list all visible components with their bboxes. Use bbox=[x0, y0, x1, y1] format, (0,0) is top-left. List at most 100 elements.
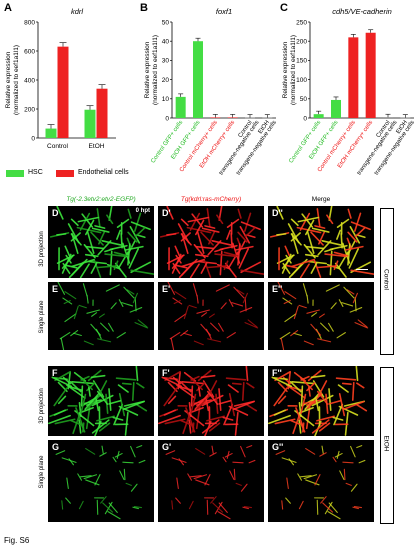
vessel-segment bbox=[330, 302, 337, 310]
vessel-segment bbox=[298, 419, 302, 434]
vessel-segment bbox=[125, 482, 132, 486]
vessel-segment bbox=[188, 500, 194, 510]
vessel-network bbox=[275, 445, 366, 520]
vessel-segment bbox=[333, 251, 349, 257]
chart-a-ytick-label: 200 bbox=[24, 106, 35, 113]
vessel-segment bbox=[66, 477, 69, 489]
vessel-segment bbox=[279, 332, 291, 340]
vessel-segment bbox=[354, 297, 357, 312]
vessel-segment bbox=[86, 382, 96, 392]
vessel-segment bbox=[90, 323, 101, 336]
vessel-segment bbox=[232, 461, 244, 464]
vessel-segment bbox=[101, 239, 122, 246]
vessel-segment bbox=[97, 390, 109, 405]
vessel-segment bbox=[181, 258, 205, 268]
vessel-segment bbox=[54, 370, 72, 382]
group-label-etoh: EtOH bbox=[382, 435, 390, 452]
legend-swatch-hsc bbox=[6, 170, 24, 177]
vessel-segment bbox=[223, 260, 229, 271]
vessel-segment bbox=[318, 313, 325, 318]
vessel-network bbox=[159, 206, 264, 278]
chart-a-ytick-label: 600 bbox=[24, 48, 35, 55]
vessel-segment bbox=[230, 232, 233, 249]
vessel-segment bbox=[108, 399, 122, 405]
vessel-segment bbox=[343, 286, 355, 299]
micrograph-fp: F' bbox=[158, 366, 264, 436]
vessel-segment bbox=[207, 240, 222, 256]
chart-b-xtick-label: Control GFP+ cells bbox=[150, 120, 184, 165]
vessel-segment bbox=[178, 261, 195, 278]
vessel-segment bbox=[121, 382, 132, 386]
vessel-segment bbox=[231, 382, 242, 386]
vessel-segment bbox=[180, 218, 189, 227]
vessel-segment bbox=[196, 294, 199, 304]
vessel-segment bbox=[218, 399, 232, 405]
vessel-segment bbox=[288, 261, 305, 278]
vessel-segment bbox=[297, 473, 303, 481]
vessel-segment bbox=[200, 262, 208, 274]
vessel-segment bbox=[299, 263, 310, 278]
vessel-segment bbox=[231, 302, 244, 307]
chart-b-bar bbox=[193, 41, 203, 119]
vessel-segment bbox=[308, 386, 311, 397]
vessel-segment bbox=[321, 445, 324, 454]
chart-b-ylabel: Relative expression bbox=[144, 41, 151, 98]
vessel-segment bbox=[166, 254, 185, 264]
vessel-segment bbox=[135, 366, 139, 382]
vessel-segment bbox=[108, 206, 113, 221]
vessel-segment bbox=[110, 302, 117, 310]
vessel-segment bbox=[189, 475, 202, 478]
vessel-segment bbox=[122, 400, 145, 411]
vessel-segment bbox=[311, 419, 330, 434]
vessel-segment bbox=[291, 233, 299, 255]
vessel-network bbox=[158, 366, 258, 436]
vessel-segment bbox=[60, 337, 65, 350]
chart-b-bar bbox=[245, 117, 255, 119]
micrograph-dp: D' bbox=[158, 206, 264, 278]
vessel-segment bbox=[314, 474, 321, 486]
vessel-segment bbox=[77, 216, 100, 223]
vessel-segment bbox=[304, 253, 319, 258]
vessel-segment bbox=[118, 299, 124, 307]
vessel-segment bbox=[64, 313, 77, 323]
micrograph-letter: G' bbox=[162, 442, 172, 452]
vessel-segment bbox=[112, 456, 117, 463]
vessel-segment bbox=[196, 309, 210, 314]
vessel-segment bbox=[127, 231, 138, 243]
vessel-segment bbox=[334, 262, 347, 278]
vessel-segment bbox=[340, 232, 343, 249]
vessel-segment bbox=[355, 366, 359, 382]
vessel-segment bbox=[226, 450, 230, 459]
vessel-segment bbox=[228, 299, 234, 307]
micrograph-g: G bbox=[48, 440, 154, 522]
vessel-segment bbox=[108, 322, 114, 332]
vessel-segment bbox=[77, 473, 83, 481]
vessel-segment bbox=[322, 502, 334, 513]
vessel-segment bbox=[205, 398, 210, 412]
vessel-segment bbox=[188, 304, 197, 309]
vessel-segment bbox=[285, 497, 291, 504]
vessel-segment bbox=[336, 450, 340, 459]
vessel-segment bbox=[57, 395, 67, 405]
vessel-segment bbox=[71, 258, 95, 268]
chart-b-bar bbox=[262, 117, 273, 119]
micrograph-dpp: D'' bbox=[268, 206, 374, 278]
vessel-segment bbox=[345, 482, 352, 486]
vessel-segment bbox=[163, 377, 178, 381]
vessel-segment bbox=[114, 262, 127, 278]
vessel-segment bbox=[271, 376, 293, 388]
vessel-segment bbox=[192, 283, 198, 297]
vessel-segment bbox=[273, 409, 286, 416]
vessel-segment bbox=[241, 381, 245, 401]
vessel-segment bbox=[298, 500, 304, 510]
vessel-segment bbox=[337, 384, 349, 393]
vessel-segment bbox=[350, 483, 358, 492]
vessel-segment bbox=[346, 289, 355, 295]
vessel-segment bbox=[240, 483, 248, 492]
vessel-segment bbox=[306, 294, 309, 304]
vessel-segment bbox=[277, 282, 286, 295]
vessel-segment bbox=[281, 254, 294, 269]
chart-b-ytick-label: 50 bbox=[162, 19, 170, 26]
vessel-segment bbox=[276, 254, 295, 264]
vessel-segment bbox=[237, 208, 242, 219]
